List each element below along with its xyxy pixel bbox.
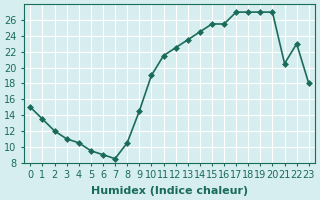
X-axis label: Humidex (Indice chaleur): Humidex (Indice chaleur) bbox=[91, 186, 248, 196]
